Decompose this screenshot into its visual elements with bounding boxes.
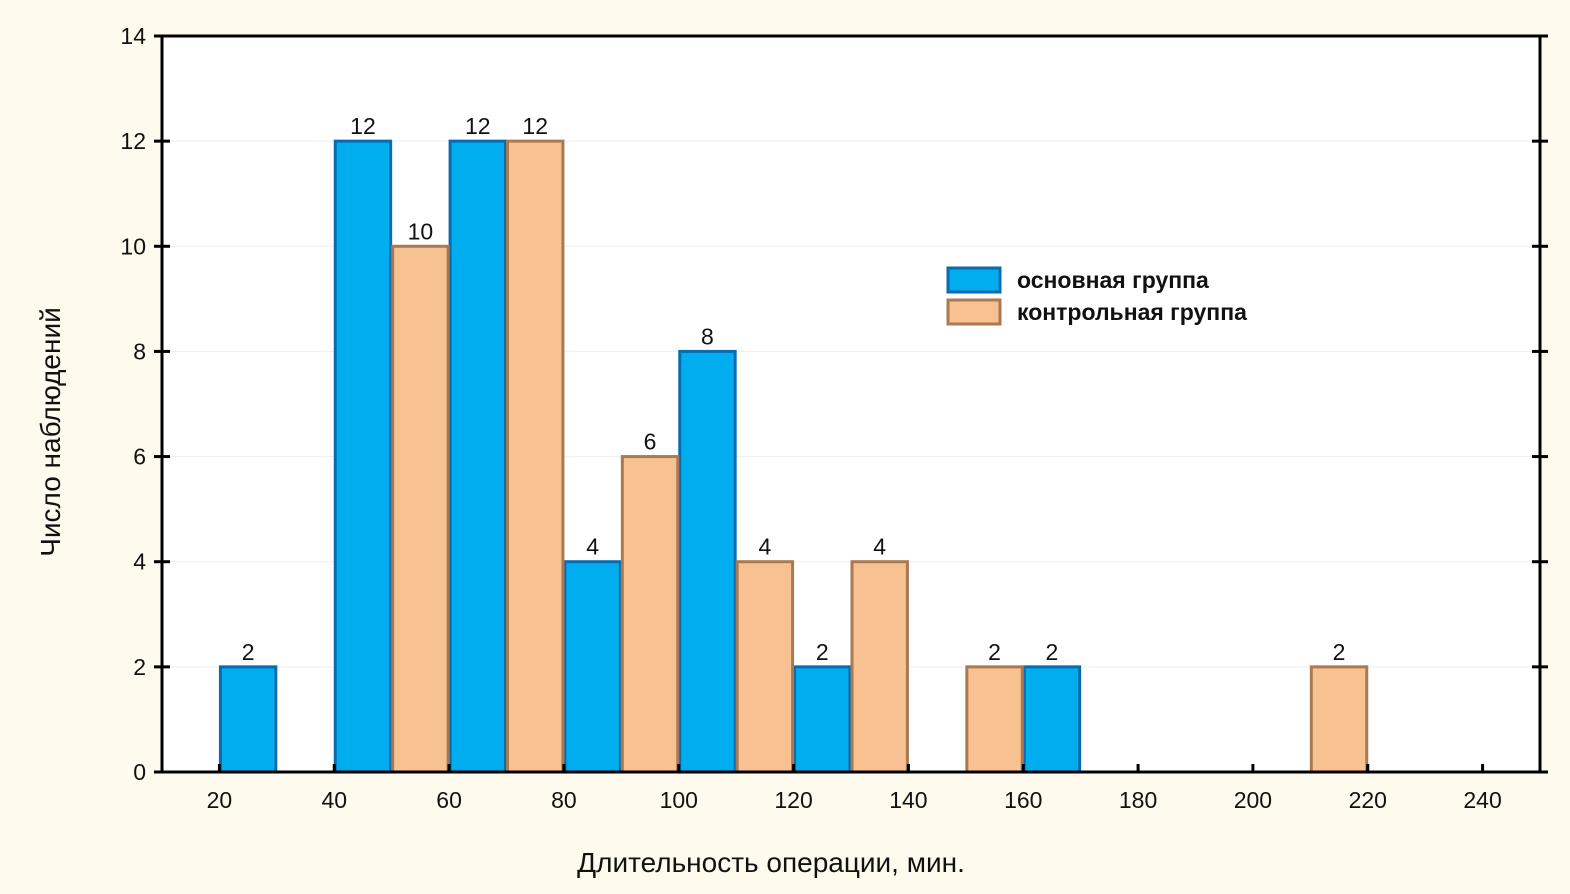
x-tick-label: 240 (1463, 787, 1501, 813)
y-tick-label: 2 (133, 654, 146, 680)
y-tick-label: 0 (133, 759, 146, 785)
bar-main (448, 139, 508, 774)
bar-value-label: 4 (586, 534, 599, 560)
x-tick-label: 200 (1234, 787, 1272, 813)
bar-value-label: 2 (988, 639, 1001, 665)
x-tick-label: 180 (1119, 787, 1157, 813)
y-tick-label: 8 (133, 338, 146, 364)
legend-swatch (946, 298, 1002, 326)
x-tick-label: 60 (436, 787, 462, 813)
bar-value-label: 2 (1333, 639, 1346, 665)
bar-control (965, 665, 1024, 774)
bar-value-label: 8 (701, 323, 714, 349)
bar-main (793, 665, 852, 774)
bar-main (1022, 665, 1082, 774)
bar-control (391, 244, 450, 774)
bar-control (506, 139, 565, 774)
bar-control (735, 560, 795, 774)
x-tick-label: 80 (551, 787, 577, 813)
bar-value-label: 12 (465, 113, 491, 139)
bar-control (850, 560, 909, 774)
bar-value-label: 4 (758, 534, 771, 560)
bar-main (333, 139, 393, 774)
bar-value-label: 2 (242, 639, 255, 665)
legend-label: основная группа (1017, 267, 1209, 293)
y-tick-label: 10 (120, 233, 146, 259)
legend-label: контрольная группа (1017, 299, 1247, 325)
x-tick-label: 140 (889, 787, 927, 813)
bar-value-label: 2 (1046, 639, 1059, 665)
plot-frame (160, 34, 1542, 774)
y-axis-title: Число наблюдений (35, 307, 66, 557)
x-axis-title: Длительность операции, мин. (577, 847, 965, 878)
y-tick-label: 4 (133, 549, 146, 575)
x-tick-label: 40 (321, 787, 347, 813)
x-tick-label: 120 (774, 787, 812, 813)
x-tick-label: 220 (1349, 787, 1387, 813)
y-tick-label: 6 (133, 444, 146, 470)
bar-value-label: 10 (408, 218, 434, 244)
bar-value-label: 4 (873, 534, 886, 560)
bar-main (563, 560, 622, 774)
bar-main (218, 665, 278, 774)
x-tick-label: 160 (1004, 787, 1042, 813)
bar-value-label: 6 (644, 429, 657, 455)
bar-main (678, 349, 737, 774)
bar-value-label: 2 (816, 639, 829, 665)
y-tick-label: 12 (120, 128, 146, 154)
bar-value-label: 12 (522, 113, 548, 139)
legend: основная группа контрольная группа (946, 266, 1247, 326)
y-tick-label: 14 (120, 23, 146, 49)
bar-control (1309, 665, 1369, 774)
bar-value-label: 12 (350, 113, 376, 139)
x-tick-label: 100 (660, 787, 698, 813)
legend-swatch (946, 266, 1002, 294)
x-tick-label: 20 (207, 787, 233, 813)
bar-control (620, 455, 680, 774)
